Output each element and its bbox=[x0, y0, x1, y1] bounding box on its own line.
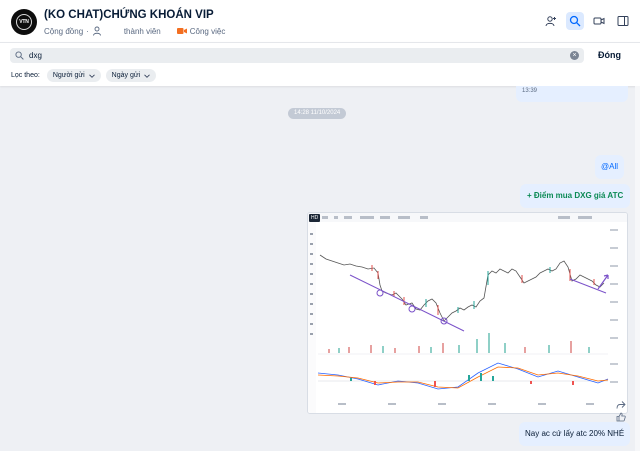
hd-badge: HD bbox=[309, 214, 321, 222]
close-search-button[interactable]: Đóng bbox=[598, 50, 621, 60]
filter-date-dropdown[interactable]: Ngày gửi bbox=[105, 69, 157, 82]
message-time: 13:39 bbox=[522, 88, 538, 94]
mention-all-message[interactable]: @All bbox=[595, 155, 625, 179]
image-actions bbox=[616, 400, 626, 422]
mention-all-text[interactable]: @All bbox=[601, 162, 619, 171]
filter-sender-dropdown[interactable]: Người gửi bbox=[46, 69, 101, 82]
add-member-icon bbox=[545, 16, 556, 27]
buy-point-message[interactable]: + Điểm mua DXG giá ATC bbox=[520, 184, 631, 208]
work-label[interactable]: Công việc bbox=[189, 26, 226, 36]
filter-row: Lọc theo: Người gửi Ngày gửi bbox=[11, 69, 157, 82]
last-message-text: Nay ac cứ lấy atc 20% NHÉ bbox=[525, 429, 625, 438]
filter-date-label: Ngày gửi bbox=[111, 72, 141, 79]
share-icon[interactable] bbox=[616, 400, 626, 410]
add-member-button[interactable] bbox=[542, 12, 560, 30]
filter-sender-label: Người gửi bbox=[52, 72, 85, 79]
sidebar-toggle-icon bbox=[617, 16, 629, 26]
header-actions bbox=[542, 12, 632, 30]
chat-header: VTN (KO CHAT)CHỨNG KHOÁN VIP Cộng đồng ·… bbox=[0, 0, 640, 42]
search-input[interactable] bbox=[29, 51, 570, 60]
buy-point-text: + Điểm mua DXG giá ATC bbox=[527, 191, 624, 200]
avatar-logo: VTN bbox=[16, 14, 32, 30]
video-call-button[interactable] bbox=[590, 12, 608, 30]
date-divider: 14:28 11/10/2024 bbox=[288, 108, 347, 119]
video-call-icon bbox=[593, 17, 605, 25]
chat-scrollbar[interactable] bbox=[635, 86, 640, 451]
search-icon bbox=[569, 15, 581, 27]
chevron-down-icon bbox=[88, 73, 95, 78]
last-message[interactable]: Nay ac cứ lấy atc 20% NHÉ bbox=[519, 422, 631, 446]
message-list[interactable]: 13:39 14:28 11/10/2024 @All + Điểm mua D… bbox=[0, 86, 640, 451]
filter-label: Lọc theo: bbox=[11, 72, 40, 79]
message-search-panel: × Đóng Lọc theo: Người gửi Ngày gửi bbox=[0, 42, 640, 86]
clear-icon[interactable]: × bbox=[570, 51, 579, 60]
search-icon bbox=[15, 51, 24, 60]
sidebar-toggle-button[interactable] bbox=[614, 12, 632, 30]
members-label[interactable]: thành viên bbox=[123, 26, 161, 36]
chevron-down-icon bbox=[144, 73, 150, 78]
group-meta: Cộng đồng · thành viên Công việc bbox=[44, 26, 225, 36]
search-box[interactable]: × bbox=[10, 48, 584, 63]
video-icon bbox=[176, 28, 187, 34]
community-label: Cộng đồng bbox=[44, 26, 84, 36]
chart-image-message[interactable]: HD bbox=[307, 212, 628, 414]
previous-message-bubble[interactable]: 13:39 bbox=[516, 86, 628, 102]
meta-separator: · bbox=[86, 26, 89, 36]
search-messages-button[interactable] bbox=[566, 12, 584, 30]
stock-chart-picture bbox=[308, 213, 627, 413]
like-icon[interactable] bbox=[616, 412, 626, 422]
group-avatar[interactable]: VTN bbox=[11, 9, 37, 35]
person-icon[interactable] bbox=[92, 26, 102, 36]
group-title[interactable]: (KO CHAT)CHỨNG KHOÁN VIP bbox=[44, 9, 214, 21]
